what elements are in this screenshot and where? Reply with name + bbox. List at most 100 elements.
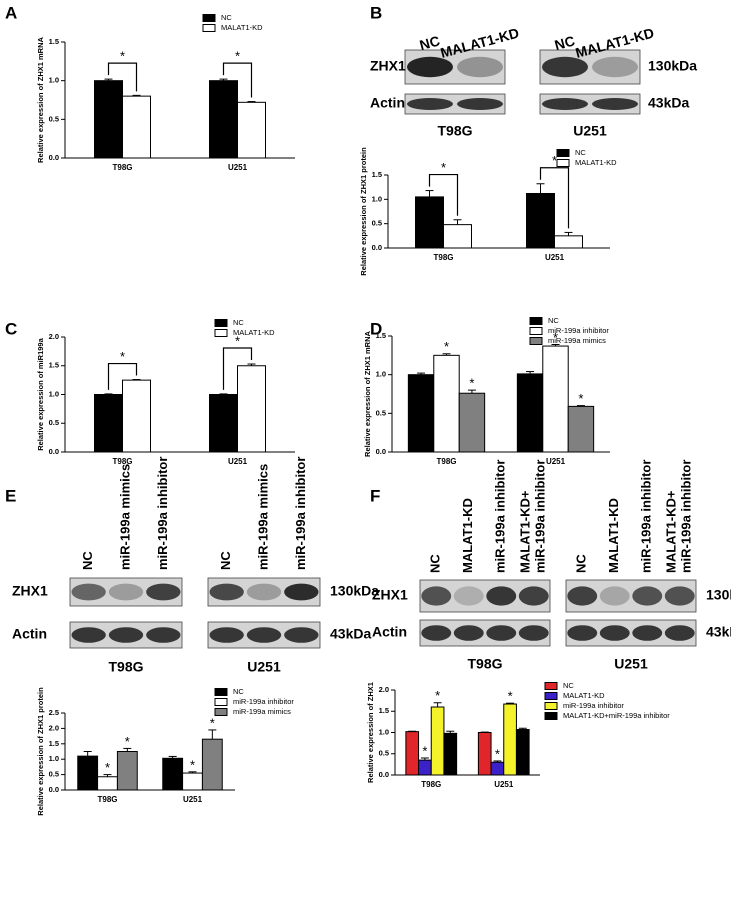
significance-mark: *	[552, 153, 557, 168]
y-tick-label: 2.0	[379, 685, 389, 694]
blot-band	[421, 586, 452, 606]
blot-band	[71, 627, 106, 643]
lane-label: miR-199a inhibitor	[639, 460, 654, 573]
blot-band	[592, 56, 638, 78]
significance-mark: *	[441, 160, 446, 175]
x-tick-label: U251	[183, 795, 203, 804]
legend-swatch	[529, 327, 543, 335]
y-tick-label: 0.0	[376, 447, 386, 456]
y-tick-label: 0.0	[49, 153, 59, 162]
row-label: ZHX1	[372, 587, 408, 603]
significance-bracket	[222, 347, 253, 390]
y-axis-label: Relative expression of ZHX1 protein	[36, 687, 45, 816]
significance-mark: *	[508, 689, 513, 704]
bar	[443, 732, 458, 776]
blot-band	[632, 586, 663, 606]
y-tick-label: 0.5	[379, 749, 389, 758]
x-tick-label: T98G	[421, 780, 441, 789]
blot-band	[592, 98, 638, 110]
size-label: 43kDa	[330, 626, 371, 642]
row-label: Actin	[370, 95, 405, 111]
bar	[94, 394, 123, 453]
lane-label: MALAT1-KD+	[518, 490, 533, 573]
y-tick-label: 1.5	[376, 331, 386, 340]
blot-band	[71, 583, 106, 601]
y-tick-label: 1.0	[49, 76, 59, 85]
size-label: 130kDa	[648, 58, 697, 74]
legend-swatch	[202, 24, 216, 32]
blot-band	[246, 627, 282, 643]
legend-label: miR-199a mimics	[233, 707, 291, 716]
blot-band	[486, 625, 517, 641]
legend-label: miR-199a mimics	[548, 336, 606, 345]
group-label: U251	[573, 123, 607, 139]
y-tick-label: 1.5	[379, 706, 389, 715]
significance-bracket	[107, 362, 138, 390]
y-tick-label: 0.5	[49, 114, 59, 123]
bar	[94, 80, 123, 159]
y-tick-label: 0.5	[372, 219, 382, 228]
blot-band	[632, 625, 663, 641]
significance-mark: *	[235, 49, 240, 64]
y-tick-label: 0.5	[49, 770, 59, 779]
panel-letter: B	[370, 3, 382, 22]
bar	[209, 80, 238, 159]
bar	[405, 731, 420, 776]
legend-swatch	[529, 337, 543, 345]
lane-label: NC	[428, 554, 443, 573]
blot-band	[146, 627, 181, 643]
blot-band	[664, 586, 695, 606]
blot-band	[108, 583, 144, 601]
blot-band	[209, 627, 244, 643]
bar	[162, 757, 184, 791]
lane-label: NC	[418, 32, 442, 53]
y-tick-label: 0.0	[372, 243, 382, 252]
y-tick-label: 1.5	[49, 37, 59, 46]
legend-label: MALAT1-KD	[233, 328, 275, 337]
bar	[182, 772, 203, 791]
y-axis-label: Relative expression of ZHX1 mRNA	[36, 36, 45, 162]
row-label: ZHX1	[12, 583, 48, 599]
y-tick-label: 1.5	[49, 739, 59, 748]
lane-label: MALAT1-KD	[606, 498, 621, 573]
legend-swatch	[214, 708, 228, 716]
group-label: T98G	[437, 123, 472, 139]
group-label: U251	[247, 659, 281, 675]
legend-swatch	[214, 329, 228, 337]
bar	[490, 761, 505, 776]
legend-label: miR-199a inhibitor	[233, 697, 294, 706]
group-label: T98G	[467, 656, 502, 672]
legend-swatch	[214, 698, 228, 706]
x-tick-label: U251	[228, 457, 248, 466]
legend-swatch	[214, 688, 228, 696]
significance-mark: *	[210, 715, 215, 730]
blot-band	[146, 583, 181, 601]
bar	[433, 354, 460, 453]
legend-swatch	[544, 702, 558, 710]
blot-band	[407, 98, 453, 110]
blot-band	[421, 625, 452, 641]
size-label: 130kDa	[706, 587, 731, 603]
legend-label: miR-199a inhibitor	[548, 326, 609, 335]
size-label: 43kDa	[648, 95, 689, 111]
x-tick-label: T98G	[112, 457, 132, 466]
legend-label: NC	[563, 681, 574, 690]
row-label: Actin	[12, 626, 47, 642]
legend-swatch	[214, 319, 228, 327]
blot-band	[518, 625, 549, 641]
significance-bracket	[428, 173, 459, 216]
blot-band	[599, 625, 630, 641]
significance-mark: *	[125, 734, 130, 749]
significance-bracket	[107, 62, 138, 92]
x-tick-label: U251	[546, 457, 566, 466]
y-tick-label: 0.0	[49, 447, 59, 456]
legend-swatch	[556, 149, 570, 157]
y-tick-label: 0.0	[49, 785, 59, 794]
legend-label: miR-199a inhibitor	[563, 701, 624, 710]
significance-mark: *	[190, 757, 195, 772]
panel-letter: E	[5, 486, 16, 505]
x-tick-label: T98G	[433, 253, 453, 262]
y-tick-label: 0.0	[379, 770, 389, 779]
bar	[503, 703, 517, 776]
